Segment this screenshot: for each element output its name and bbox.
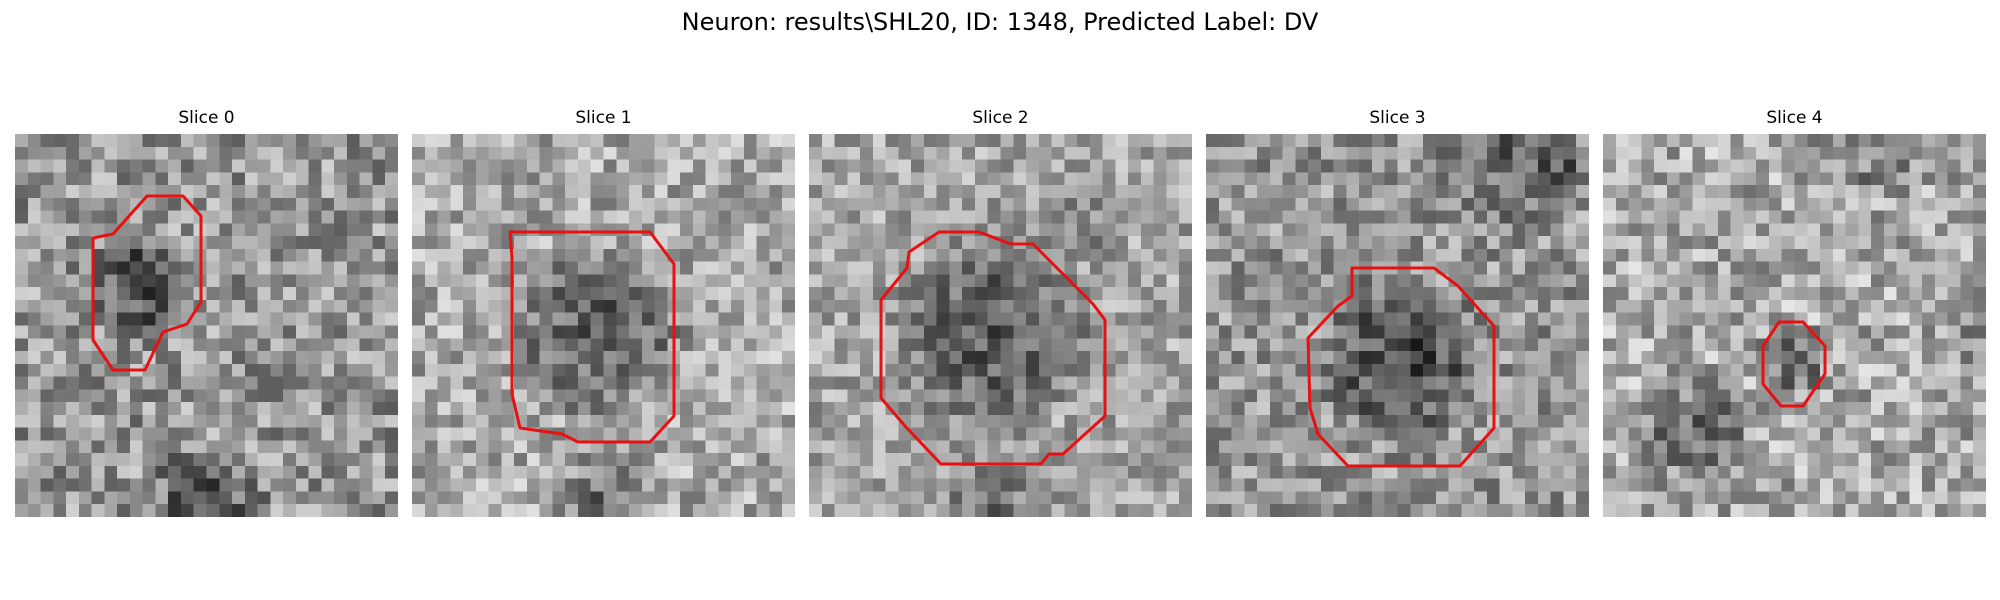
slice-title: Slice 2 [972, 108, 1029, 128]
slice-image [15, 134, 398, 517]
slice-title: Slice 4 [1766, 108, 1823, 128]
slice-title: Slice 3 [1369, 108, 1426, 128]
slice-image [1206, 134, 1589, 517]
figure-title: Neuron: results\SHL20, ID: 1348, Predict… [681, 8, 1319, 36]
cell-contour [1306, 266, 1496, 468]
slice-image [809, 134, 1192, 517]
slice-title: Slice 1 [575, 108, 632, 128]
slice-title: Slice 0 [178, 108, 235, 128]
cell-contour [91, 194, 203, 372]
slice-image [1603, 134, 1986, 517]
cell-contour [1761, 320, 1827, 408]
cell-contour [508, 230, 676, 444]
cell-contour [879, 230, 1107, 466]
slice-image [412, 134, 795, 517]
